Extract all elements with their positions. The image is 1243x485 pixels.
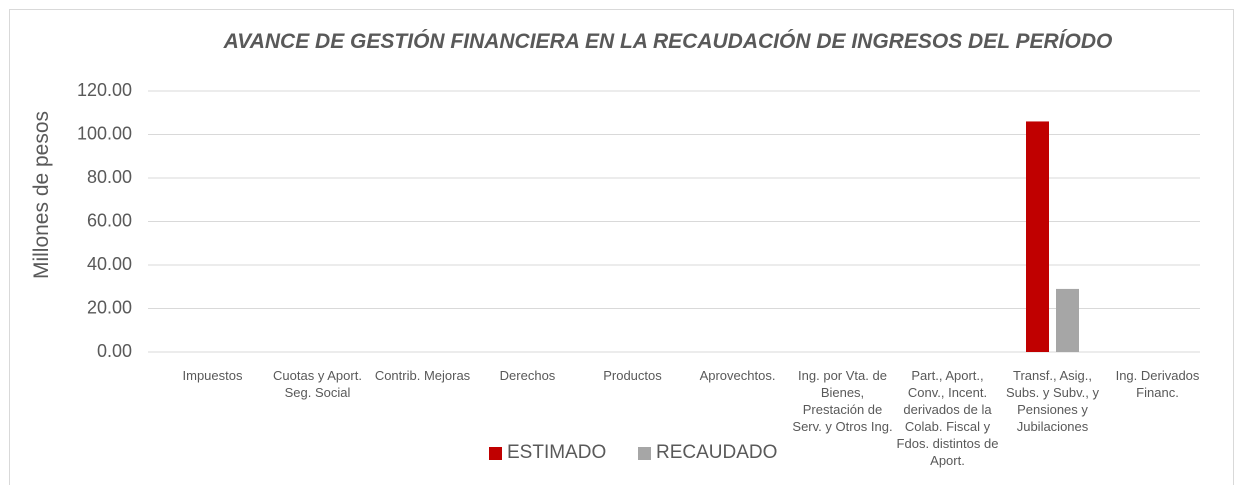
x-tick-label: Contrib. Mejoras bbox=[374, 368, 471, 383]
y-tick-label: 40.00 bbox=[87, 254, 132, 274]
bar bbox=[1026, 121, 1049, 352]
x-tick-label: Part., Aport., Conv., Incent. derivados … bbox=[896, 368, 999, 468]
bar bbox=[1056, 288, 1079, 352]
y-tick-label: 60.00 bbox=[87, 210, 132, 230]
x-tick-label: Ing. por Vta. de Bienes, Prestación de S… bbox=[792, 368, 893, 434]
legend-item: RECAUDADO bbox=[638, 442, 777, 464]
legend-label: ESTIMADO bbox=[507, 442, 607, 463]
legend-swatch bbox=[638, 446, 651, 460]
x-tick-label: Ing. Derivados Financ. bbox=[1115, 368, 1200, 400]
x-tick-label: Productos bbox=[603, 368, 662, 383]
legend-swatch bbox=[489, 446, 502, 460]
chart-frame bbox=[9, 9, 1234, 485]
legend-label: RECAUDADO bbox=[656, 442, 778, 463]
y-tick-label: 0.00 bbox=[97, 341, 132, 361]
x-tick-label: Aprovechtos. bbox=[699, 368, 776, 383]
y-tick-label: 120.00 bbox=[77, 80, 132, 100]
x-tick-label: Impuestos bbox=[182, 368, 243, 383]
legend-item: ESTIMADO bbox=[489, 442, 606, 464]
x-tick-label: Transf., Asig., Subs. y Subv., y Pension… bbox=[1006, 368, 1099, 434]
y-tick-label: 80.00 bbox=[87, 167, 132, 187]
y-tick-label: 20.00 bbox=[87, 297, 132, 317]
chart-title: AVANCE DE GESTIÓN FINANCIERA EN LA RECAU… bbox=[223, 30, 1113, 53]
y-tick-label: 100.00 bbox=[77, 123, 132, 143]
x-tick-label: Cuotas y Aport. Seg. Social bbox=[273, 368, 362, 400]
x-tick-label: Derechos bbox=[499, 368, 556, 383]
